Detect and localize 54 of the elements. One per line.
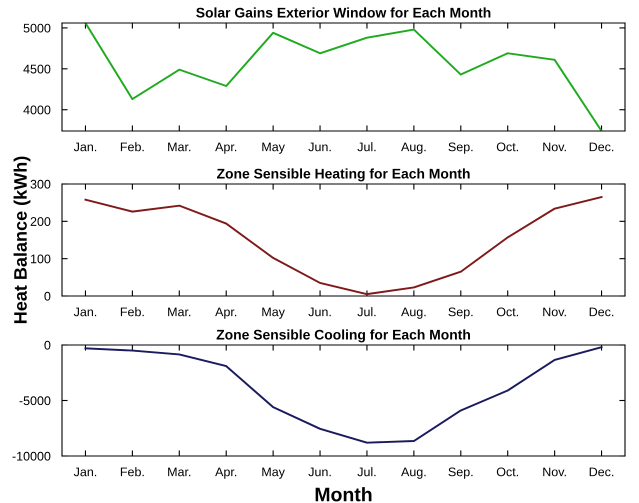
x-tick-label: Dec. — [590, 308, 614, 316]
x-tick-label: Aug. — [401, 142, 426, 154]
x-tick-label: Jun. — [308, 308, 331, 316]
x-tick-label: Jun. — [308, 142, 331, 152]
x-tick-label: Jan. — [74, 142, 96, 152]
x-tick-label: Apr. — [215, 468, 236, 479]
y-tick-label: -10000 — [12, 452, 50, 461]
x-tick-label: Dec. — [590, 142, 614, 152]
x-tick-label: Feb. — [120, 307, 144, 316]
x-axis-title: Month — [316, 487, 372, 502]
y-tick-label: 200 — [30, 217, 50, 226]
y-tick-label: 0 — [44, 292, 50, 301]
x-tick-label: Oct. — [496, 307, 518, 316]
y-tick-label: -5000 — [19, 396, 50, 406]
x-tick-label: Nov. — [543, 468, 566, 476]
chart-title: Zone Sensible Heating for Each Month — [216, 168, 470, 182]
x-tick-label: Jul. — [357, 467, 376, 476]
x-tick-label: Nov. — [543, 142, 566, 152]
x-tick-label: Mar. — [168, 468, 190, 476]
x-tick-label: Jan. — [74, 308, 96, 316]
x-tick-label: Apr. — [215, 142, 236, 154]
x-tick-label: May — [262, 142, 285, 154]
y-tick-label: 4500 — [23, 64, 50, 74]
x-tick-label: Sep. — [448, 307, 473, 319]
y-tick-label: 4000 — [23, 106, 50, 114]
x-tick-label: Feb. — [120, 467, 144, 476]
x-tick-label: Feb. — [120, 142, 144, 152]
line-series — [84, 196, 603, 296]
x-tick-label: Sep. — [448, 467, 473, 479]
chart-title: Solar Gains Exterior Window for Each Month — [196, 7, 490, 18]
chart-title: Zone Sensible Cooling for Each Month — [216, 329, 470, 342]
x-tick-label: Dec. — [590, 468, 614, 476]
x-tick-label: May — [262, 468, 285, 479]
y-tick-label: 0 — [44, 340, 50, 350]
x-tick-label: Mar. — [168, 308, 190, 316]
x-tick-label: May — [262, 308, 285, 319]
line-series — [84, 23, 603, 131]
x-tick-label: Aug. — [401, 308, 426, 319]
x-tick-label: Jun. — [308, 468, 331, 476]
x-tick-label: Oct. — [496, 142, 518, 152]
x-tick-label: Oct. — [496, 467, 518, 476]
x-tick-label: Jan. — [74, 468, 96, 476]
y-tick-label: 5000 — [24, 24, 50, 33]
line-series — [84, 346, 603, 444]
y-tick-label: 100 — [30, 254, 50, 264]
y-axis-title: Heat Balance (kWh) — [14, 156, 30, 324]
x-tick-label: Jul. — [357, 307, 376, 316]
x-tick-label: Nov. — [543, 308, 566, 316]
x-tick-label: Apr. — [215, 308, 236, 319]
x-tick-label: Jul. — [357, 142, 376, 152]
x-tick-label: Mar. — [168, 142, 190, 152]
y-tick-label: 300 — [30, 180, 50, 189]
x-tick-label: Sep. — [448, 142, 473, 154]
x-tick-label: Aug. — [401, 468, 426, 479]
